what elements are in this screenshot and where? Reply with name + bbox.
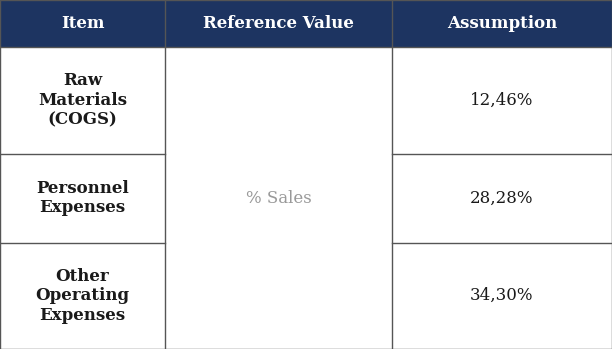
Bar [0,0,165,47]
Text: % Sales: % Sales [245,190,312,207]
Bar [0,154,165,243]
Bar [165,243,392,349]
Bar [392,47,612,154]
Bar [165,47,392,154]
Bar [392,243,612,349]
Text: Other
Operating
Expenses: Other Operating Expenses [35,268,130,324]
Text: Reference Value: Reference Value [203,15,354,32]
Text: Item: Item [61,15,105,32]
Bar [165,154,392,243]
Text: Raw
Materials
(COGS): Raw Materials (COGS) [38,72,127,128]
Bar [165,0,392,47]
Bar [392,0,612,47]
Bar [392,154,612,243]
Bar [0,47,165,154]
Text: Assumption: Assumption [447,15,557,32]
Text: 12,46%: 12,46% [470,92,534,109]
Text: 34,30%: 34,30% [470,287,534,304]
Text: 28,28%: 28,28% [470,190,534,207]
Bar [0,243,165,349]
Text: Personnel
Expenses: Personnel Expenses [36,180,129,216]
